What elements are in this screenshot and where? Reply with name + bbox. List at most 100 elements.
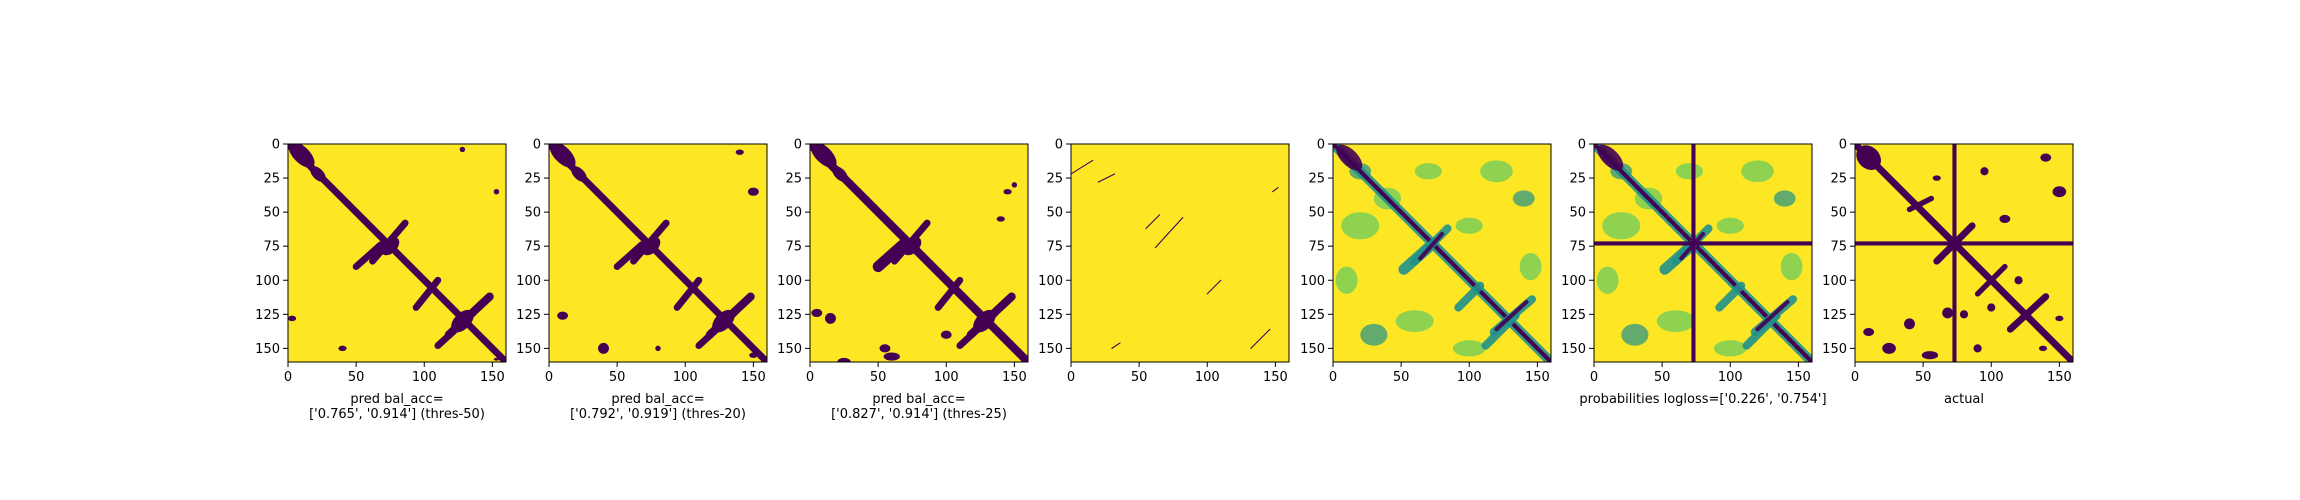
probability-patch [1512,190,1535,207]
probability-patch [1341,212,1380,240]
thin-streak [1071,159,1094,175]
off-diagonal-lobe [934,276,964,311]
y-tick-label: 50 [1830,206,1847,221]
heatmap-cells [1071,159,1279,349]
probability-patch [1773,190,1796,207]
isolated-spot [1932,175,1941,181]
x-tick-label: 150 [1786,370,1811,385]
y-tick-label: 125 [1038,308,1063,323]
corner-blob [288,144,315,168]
y-tick-label: 75 [785,240,802,255]
probability-patch [1675,163,1703,180]
off-diagonal-lobe [1454,281,1485,312]
off-diagonal-lobe [1742,311,1781,350]
x-tick-label: 0 [1329,370,1337,385]
y-tick-label: 0 [1317,138,1325,153]
x-axis-label: ['0.765', '0.914'] (thres-50) [309,407,485,422]
x-axis-label: probabilities logloss=['0.226', '0.754'] [1579,392,1826,407]
cross-blob [642,237,661,256]
off-diagonal-lobe [1418,231,1445,261]
isolated-spot [2055,315,2064,322]
y-tick-label: 75 [1569,240,1586,255]
corner-blob [549,144,576,168]
isolated-spot [459,146,466,153]
corner-blob [810,144,837,168]
x-axis-label: ['0.792', '0.919'] (thres-20) [570,407,746,422]
diagonal-band [1855,144,2073,362]
thin-streak [1111,342,1121,349]
probability-patch [1335,266,1358,294]
y-tick-label: 0 [1839,138,1847,153]
corner-blob [1856,145,1881,170]
probability-patch [1414,163,1442,180]
isolated-spot [824,312,836,324]
y-tick-label: 50 [1046,206,1063,221]
cross-blob [381,237,400,256]
y-tick-label: 150 [1300,342,1325,357]
x-tick-label: 100 [412,370,437,385]
heatmap-panel-5: 0 50 100 150 0 25 50 75 100 125 150 [1300,138,1552,385]
x-tick-label: 0 [806,370,814,385]
isolated-spot [1999,214,2011,224]
x-tick-label: 150 [1263,370,1288,385]
heatmap-panel-4: 0 50 100 150 0 25 50 75 100 125 150 [1038,138,1290,385]
thin-streak [1154,217,1184,249]
axes-frame [809,143,1029,363]
thin-streak [1272,187,1279,193]
y-tick-label: 50 [1569,206,1586,221]
probability-patch [1480,160,1513,183]
x-tick-label: 100 [1457,370,1482,385]
axes-frame [287,143,507,363]
isolated-spot [655,345,661,352]
y-tick-label: 100 [1822,274,1847,289]
x-tick-label: 0 [1851,370,1859,385]
y-tick-label: 100 [255,274,280,289]
cross-blob [903,237,922,256]
thin-streak [1250,328,1271,349]
x-tick-label: 50 [609,370,626,385]
probability-patch [1395,310,1434,333]
x-tick-label: 100 [673,370,698,385]
y-tick-label: 100 [1561,274,1586,289]
isolated-spot [735,149,744,155]
y-tick-label: 0 [794,138,802,153]
isolated-spot [2040,153,2052,162]
y-tick-label: 25 [524,172,541,187]
off-diagonal-lobe [1933,222,1976,265]
thin-streak [1145,214,1161,230]
x-axis-label: actual [1944,392,1984,407]
isolated-spot [288,315,297,322]
thin-streak [1097,173,1116,183]
isolated-spot [1882,342,1896,354]
isolated-spot [493,188,500,195]
off-diagonal-lobe [1755,300,1790,332]
axes-frame [1070,143,1290,363]
axes-frame [1593,143,1813,363]
y-tick-label: 25 [785,172,802,187]
y-tick-label: 0 [1055,138,1063,153]
y-tick-label: 75 [1046,240,1063,255]
isolated-spot [493,357,500,361]
isolated-spot [1980,167,1989,176]
heatmap-panel-2: 0 50 100 150 0 25 50 75 100 125 150 pred bal_acc=['… [516,138,768,422]
x-tick-label: 0 [1067,370,1075,385]
isolated-spot [598,342,609,354]
y-tick-label: 75 [1308,240,1325,255]
y-tick-label: 150 [1561,342,1586,357]
isolated-spot [557,311,569,320]
diagonal-blob [832,166,848,182]
y-tick-label: 25 [1569,172,1586,187]
isolated-spot [338,345,347,352]
y-tick-label: 125 [255,308,280,323]
isolated-spot [2052,186,2067,198]
isolated-spot [1904,318,1915,330]
cross-blob [451,309,474,333]
x-tick-label: 50 [1131,370,1148,385]
y-tick-label: 75 [263,240,280,255]
off-diagonal-lobe [1494,300,1529,332]
x-axis-label: pred bal_acc= [611,392,704,407]
probability-patch [1780,253,1803,281]
isolated-spot [1987,303,1996,312]
y-tick-label: 0 [1578,138,1586,153]
